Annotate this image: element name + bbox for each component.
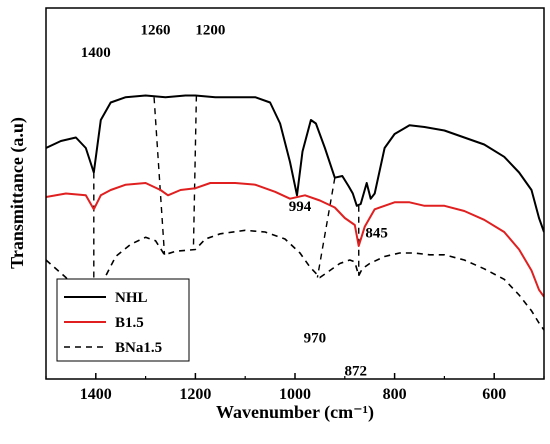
peak-label-845: 845 <box>365 225 388 241</box>
x-tick-label: 1200 <box>179 386 211 403</box>
peak-label-970: 970 <box>304 330 327 346</box>
peak-label-872: 872 <box>345 364 368 380</box>
x-tick-label: 800 <box>383 386 407 403</box>
x-axis-title: Wavenumber (cm⁻¹) <box>216 402 374 423</box>
peak-label-1400: 1400 <box>81 45 111 61</box>
peak-label-994: 994 <box>289 199 312 215</box>
legend-label-b15: B1.5 <box>115 315 144 331</box>
series-line-b1-5 <box>46 182 544 298</box>
y-axis-title: Transmittance (a.u) <box>7 117 28 269</box>
guide-line-2 <box>192 95 198 250</box>
series-line-bna1-5 <box>46 229 544 331</box>
series-line-nhl <box>46 94 544 233</box>
x-tick-label: 1000 <box>279 386 311 403</box>
x-tick-label: 1400 <box>80 386 112 403</box>
legend-label-bna15: BNa1.5 <box>115 340 162 356</box>
legend-label-nhl: NHL <box>115 290 148 306</box>
legend: NHL B1.5 BNa1.5 <box>56 278 190 362</box>
guide-line-1 <box>153 97 166 255</box>
peak-label-1200: 1200 <box>195 22 225 38</box>
x-tick-label: 600 <box>482 386 506 403</box>
guide-line-3 <box>316 177 336 278</box>
peak-label-1260: 1260 <box>141 22 171 38</box>
